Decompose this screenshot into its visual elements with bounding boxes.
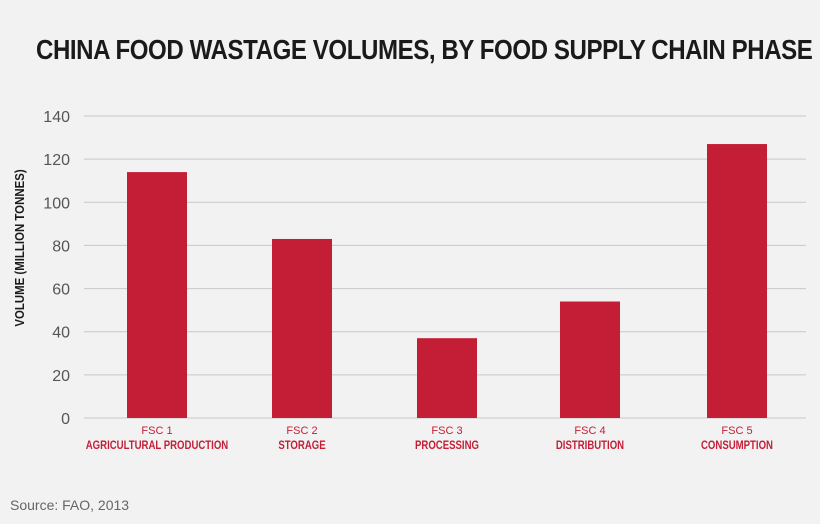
x-category-label: STORAGE [278,439,325,452]
y-tick-label: 40 [52,325,70,342]
y-tick-label: 0 [61,411,70,428]
chart-title: CHINA FOOD WASTAGE VOLUMES, BY FOOD SUPP… [36,34,813,65]
x-category-code: FSC 2 [286,425,317,437]
bar [707,144,767,419]
x-category-label: CONSUMPTION [701,439,773,452]
x-category-code: FSC 1 [141,425,172,437]
x-category-code: FSC 5 [721,425,752,437]
x-category-label: AGRICULTURAL PRODUCTION [86,439,229,452]
x-category-code: FSC 3 [431,425,462,437]
x-axis-labels: FSC 1 AGRICULTURAL PRODUCTION FSC 2 STORAGE… [86,425,773,452]
x-category-label: DISTRIBUTION [556,439,624,452]
y-tick-label: 80 [52,238,70,255]
y-axis-ticks: 0 20 40 60 80 100 120 140 [43,109,70,428]
y-tick-label: 140 [43,109,70,126]
y-axis-label: VOLUME (MILLION TONNES) [12,169,27,326]
y-tick-label: 60 [52,282,70,299]
source-note: Source: FAO, 2013 [10,497,130,513]
bar [272,238,332,418]
bar [560,301,620,418]
bars [127,144,767,419]
x-category-label: PROCESSING [415,439,479,452]
y-tick-label: 120 [43,152,70,169]
y-tick-label: 20 [52,368,70,385]
bar [417,338,477,418]
bar [127,172,187,418]
x-category-code: FSC 4 [574,425,605,437]
y-tick-label: 100 [43,195,70,212]
